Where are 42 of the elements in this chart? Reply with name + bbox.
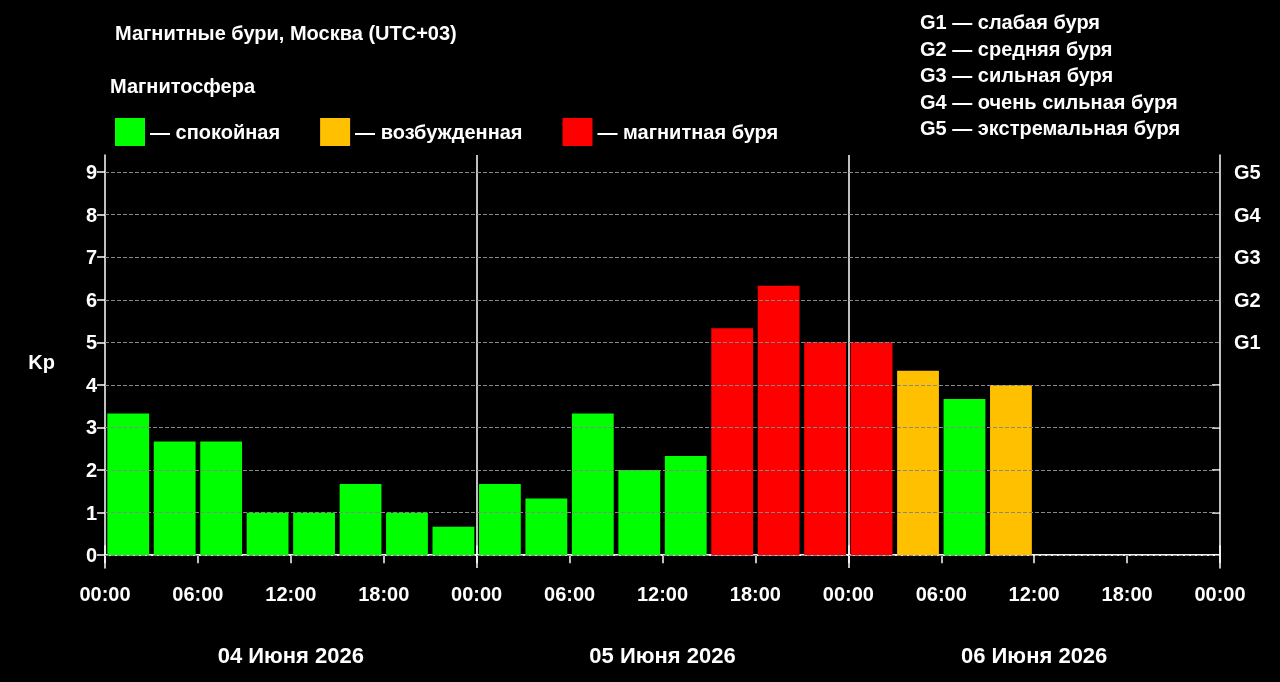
x-tick-label: 06:00 [915, 583, 967, 605]
y-tick-label: 2 [85, 459, 97, 482]
ref-line-label: G2 [1234, 288, 1261, 311]
legend-title: Магнитосфера [110, 75, 256, 97]
x-tick-label: 12:00 [636, 583, 689, 605]
x-tick-label: 06:00 [544, 583, 596, 605]
text: G4 — очень сильная буря [920, 90, 1178, 113]
ref-line-label: G1 [1234, 331, 1261, 354]
y-tick-label: 1 [85, 501, 97, 524]
x-tick-label: 06:00 [172, 583, 224, 605]
ref-line-label: G5 [1234, 161, 1261, 184]
x-tick-label: 00:00 [1194, 583, 1246, 605]
text: G2 — средняя буря [920, 37, 1113, 60]
x-tick-label: 12:00 [265, 583, 317, 605]
y-axis-title: Kp [28, 350, 55, 373]
legend-label: — спокойная [150, 121, 281, 143]
y-tick-label: 5 [85, 331, 97, 354]
text: G5 — экстремальная буря [920, 117, 1181, 139]
x-tick-label: 00:00 [822, 583, 874, 605]
y-tick-label: 8 [85, 203, 97, 226]
y-tick-label: 3 [85, 416, 97, 439]
y-tick-label: 6 [85, 288, 97, 311]
x-tick-label: 18:00 [358, 583, 410, 605]
x-tick-label: 00:00 [451, 583, 503, 605]
x-tick-label: 18:00 [1101, 583, 1153, 605]
legend-label: — магнитная буря [597, 121, 779, 143]
y-tick-label: 0 [85, 544, 97, 567]
x-tick-label: 12:00 [1008, 583, 1060, 605]
x-tick-label: 18:00 [729, 583, 781, 605]
text: G3 — сильная буря [920, 64, 1114, 86]
chart-title: Магнитные бури, Москва (UTC+03) [115, 22, 457, 44]
ref-line-label: G4 [1234, 203, 1262, 226]
y-tick-label: 4 [85, 373, 98, 396]
x-tick-label: 00:00 [79, 583, 131, 605]
x2-tick-label: 06 Июня 2026 [960, 642, 1108, 668]
ref-line-label: G3 [1234, 246, 1261, 269]
y-tick-label: 9 [85, 161, 97, 184]
x2-tick-label: 04 Июня 2026 [217, 642, 365, 668]
x2-tick-label: 05 Июня 2026 [589, 642, 736, 668]
y-tick-label: 7 [85, 246, 97, 269]
text: G1 — слабая буря [920, 11, 1101, 33]
legend-label: — возбужденная [355, 121, 523, 143]
